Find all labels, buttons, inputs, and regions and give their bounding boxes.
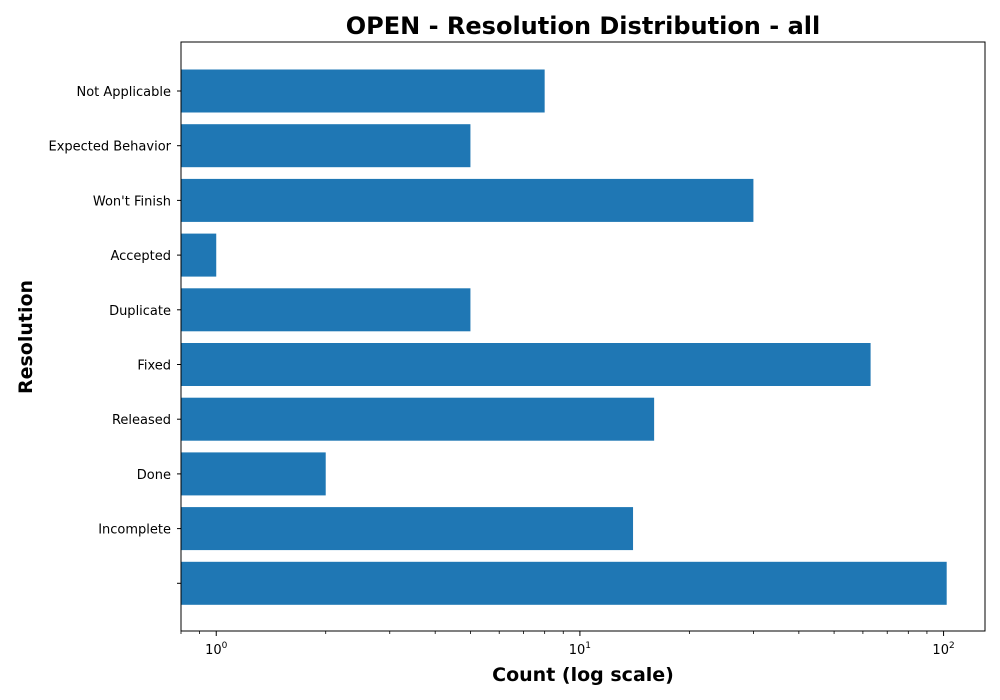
y-tick-label-incomplete: Incomplete — [98, 523, 171, 538]
bar-released — [181, 397, 655, 441]
bar-accepted — [181, 233, 217, 277]
y-tick-label-fixed: Fixed — [137, 359, 171, 374]
plot-area-frame — [180, 41, 986, 632]
y-tick-label-won-t-finish: Won't Finish — [93, 194, 171, 209]
chart-title: OPEN - Resolution Distribution - all — [346, 12, 820, 40]
y-tick-label-not-applicable: Not Applicable — [76, 85, 171, 100]
bar-incomplete — [181, 507, 634, 551]
bar-not-applicable — [181, 69, 545, 113]
bars-layer — [181, 69, 947, 605]
y-tick-label-accepted: Accepted — [110, 249, 171, 264]
bar-blank — [181, 561, 947, 605]
y-axis: Not Applicable Expected Behavior Won't Fin… — [48, 85, 181, 584]
bar-won-t-finish — [181, 178, 754, 222]
bar-fixed — [181, 343, 871, 386]
y-tick-label-expected-behavior: Expected Behavior — [48, 140, 171, 155]
x-axis: 100 101 102 — [180, 631, 955, 658]
y-tick-label-duplicate: Duplicate — [109, 304, 171, 319]
x-tick-label: 102 — [932, 641, 954, 658]
x-tick-label: 101 — [569, 641, 591, 658]
bar-expected-behavior — [181, 124, 471, 168]
x-tick-label: 100 — [205, 641, 228, 658]
x-axis-title: Count (log scale) — [492, 664, 674, 686]
y-tick-label-released: Released — [112, 413, 171, 428]
bar-duplicate — [181, 288, 471, 332]
y-axis-title: Resolution — [15, 280, 37, 394]
bar-done — [181, 452, 326, 496]
y-tick-label-done: Done — [137, 468, 171, 483]
